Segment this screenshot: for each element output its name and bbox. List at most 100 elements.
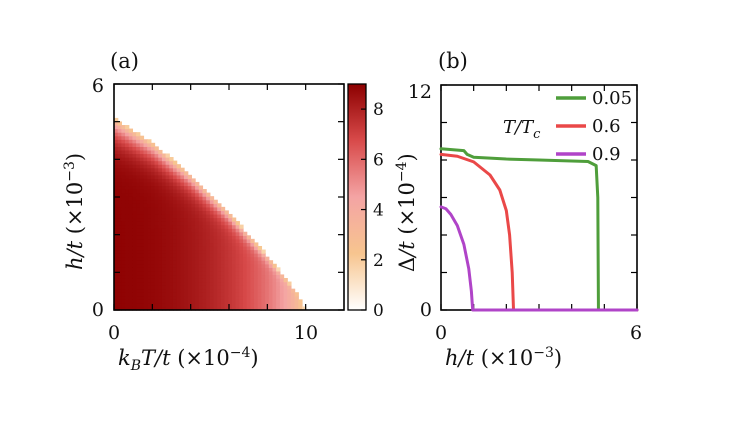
heatmap-cell	[254, 245, 259, 251]
heatmap-cell	[239, 242, 244, 247]
heatmap-cell	[154, 199, 159, 204]
a-ytick-6: 6	[92, 75, 104, 97]
heatmap-cell	[154, 189, 159, 194]
heatmap-cell	[158, 295, 163, 300]
heatmap-cell	[213, 306, 218, 311]
heatmap-cell	[254, 263, 259, 268]
heatmap-cell	[276, 267, 281, 272]
heatmap-cell	[150, 224, 156, 229]
heatmap-cell	[121, 238, 126, 244]
heatmap-cell	[158, 292, 163, 297]
heatmap-cell	[187, 238, 193, 244]
heatmap-cell	[213, 292, 218, 297]
heatmap-cell	[125, 270, 130, 276]
heatmap-cell	[158, 274, 163, 279]
heatmap-cell	[202, 270, 207, 276]
heatmap-cell	[132, 132, 137, 137]
heatmap-cell	[176, 260, 181, 265]
heatmap-cell	[161, 153, 167, 158]
heatmap-cell	[139, 199, 145, 204]
heatmap-cell	[191, 192, 196, 197]
heatmap-cell	[136, 253, 141, 258]
heatmap-cell	[187, 249, 193, 254]
heatmap-cell	[132, 181, 137, 187]
heatmap-cell	[195, 292, 200, 297]
heatmap-cell	[132, 153, 137, 158]
heatmap-cell	[220, 292, 226, 297]
heatmap-cell	[161, 299, 167, 304]
heatmap-cell	[114, 132, 119, 137]
heatmap-cell	[132, 199, 137, 204]
heatmap-cell	[139, 192, 145, 197]
heatmap-cell	[220, 267, 226, 272]
heatmap-cell	[180, 270, 185, 276]
heatmap-cell	[250, 253, 255, 258]
heatmap-cell	[128, 242, 134, 247]
heatmap-cell	[180, 267, 185, 272]
heatmap-cell	[150, 160, 156, 165]
heatmap-cell	[165, 178, 170, 183]
heatmap-cell	[154, 203, 159, 208]
heatmap-cell	[283, 288, 288, 293]
heatmap-cell	[121, 192, 126, 197]
heatmap-cell	[132, 210, 137, 215]
heatmap-cell	[224, 281, 229, 286]
heatmap-cell	[139, 249, 145, 254]
heatmap-cell	[136, 245, 141, 251]
heatmap-cell	[265, 299, 270, 304]
heatmap-cell	[114, 213, 119, 219]
heatmap-cell	[180, 281, 185, 286]
heatmap-cell	[279, 277, 285, 283]
heatmap-cell	[231, 306, 237, 311]
heatmap-cell	[132, 160, 137, 165]
heatmap-cell	[191, 299, 196, 304]
heatmap-cell	[206, 295, 211, 300]
heatmap-cell	[202, 274, 207, 279]
heatmap-cell	[114, 196, 119, 201]
heatmap-cell	[139, 253, 145, 258]
heatmap-cell	[128, 256, 134, 261]
heatmap-cell	[228, 217, 233, 222]
heatmap-cell	[198, 249, 204, 254]
heatmap-cell	[161, 306, 167, 311]
heatmap-cell	[147, 217, 152, 222]
heatmap-cell	[132, 285, 137, 290]
heatmap-cell	[161, 160, 167, 165]
heatmap-cell	[161, 221, 167, 226]
heatmap-cell	[158, 270, 163, 276]
heatmap-cell	[132, 178, 137, 183]
heatmap-cell	[154, 285, 159, 290]
heatmap-cell	[265, 260, 270, 265]
heatmap-cell	[180, 167, 185, 172]
heatmap-cell	[195, 221, 200, 226]
heatmap-cell	[128, 196, 134, 201]
heatmap-cell	[125, 245, 130, 251]
heatmap-cell	[125, 256, 130, 261]
heatmap-cell	[143, 196, 148, 201]
heatmap-cell	[117, 125, 122, 130]
heatmap-cell	[213, 238, 218, 244]
heatmap-cell	[187, 288, 193, 293]
heatmap-cell	[125, 224, 130, 229]
heatmap-cell	[165, 213, 170, 219]
heatmap-cell	[239, 238, 244, 244]
heatmap-cell	[213, 206, 218, 211]
heatmap-cell	[294, 302, 299, 308]
heatmap-cell	[195, 277, 200, 283]
heatmap-cell	[217, 217, 222, 222]
heatmap-cell	[231, 302, 237, 308]
heatmap-cell	[213, 277, 218, 283]
heatmap-cell	[220, 288, 226, 293]
heatmap-cell	[239, 253, 244, 258]
heatmap-cell	[209, 277, 215, 283]
heatmap-cell	[154, 306, 159, 311]
heatmap-cell	[231, 274, 237, 279]
heatmap-cell	[121, 132, 126, 137]
heatmap-cell	[213, 249, 218, 254]
heatmap-cell	[125, 210, 130, 215]
heatmap-cell	[169, 238, 174, 244]
heatmap-cell	[184, 228, 189, 233]
heatmap-cell	[180, 245, 185, 251]
heatmap-cell	[209, 270, 215, 276]
